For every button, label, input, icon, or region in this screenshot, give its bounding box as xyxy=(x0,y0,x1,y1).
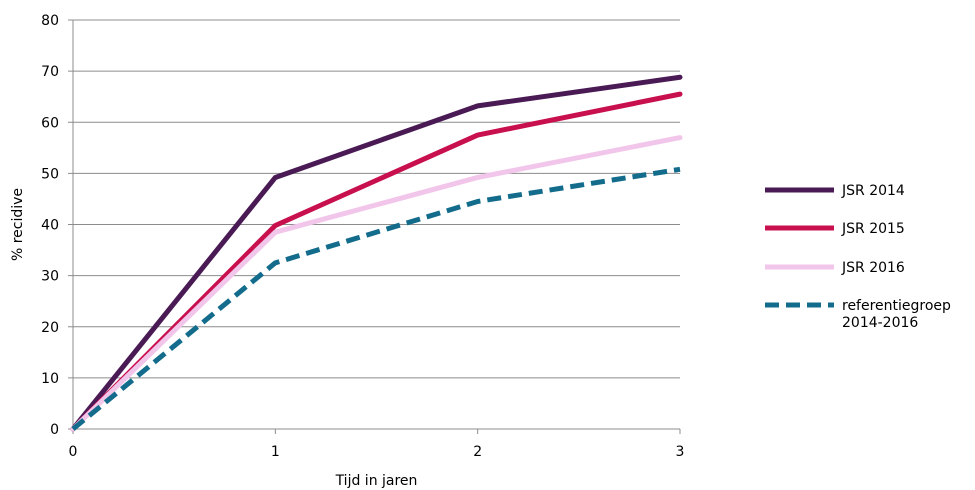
x-tick-label: 3 xyxy=(676,444,685,460)
gridlines xyxy=(73,19,680,379)
y-tick-label: 70 xyxy=(41,64,59,80)
series-line-3 xyxy=(71,166,681,431)
x-tick-label: 2 xyxy=(473,444,482,460)
y-tick-label: 60 xyxy=(41,115,59,131)
x-axis-label: Tijd in jaren xyxy=(335,473,418,489)
y-tick-label: 0 xyxy=(50,422,59,438)
series-line-0 xyxy=(70,74,683,432)
legend-label-0: JSR 2014 xyxy=(841,183,905,199)
series-line-2 xyxy=(70,135,683,432)
y-tick-label: 10 xyxy=(41,371,59,387)
legend: JSR 2014 JSR 2015 JSR 2016 referentiegroep 2… xyxy=(765,183,951,331)
legend-label-line: JSR 2015 xyxy=(841,221,905,237)
legend-label-line: referentiegroep xyxy=(842,298,951,314)
y-axis-label: % recidive xyxy=(10,188,26,261)
legend-label-line: JSR 2014 xyxy=(841,183,905,199)
legend-label-1: JSR 2015 xyxy=(841,221,905,237)
legend-label-line: 2014-2016 xyxy=(842,315,918,331)
y-tick-label: 20 xyxy=(41,320,59,336)
legend-label-3: referentiegroep 2014-2016 xyxy=(842,298,951,331)
series-line-1 xyxy=(70,91,683,432)
y-tick-label: 40 xyxy=(41,218,59,234)
y-tick-labels: 0 10 20 30 40 50 60 70 80 xyxy=(41,13,59,438)
y-tick-label: 30 xyxy=(41,269,59,285)
x-tick-label: 0 xyxy=(69,444,78,460)
legend-label-2: JSR 2016 xyxy=(841,260,905,276)
legend-label-line: JSR 2016 xyxy=(841,260,905,276)
series-lines xyxy=(70,74,683,432)
y-tick-label: 80 xyxy=(41,13,59,29)
y-tick-label: 50 xyxy=(41,166,59,182)
x-tick-label: 1 xyxy=(271,444,280,460)
axes xyxy=(68,19,681,434)
x-tick-labels: 0 1 2 3 xyxy=(69,444,685,460)
